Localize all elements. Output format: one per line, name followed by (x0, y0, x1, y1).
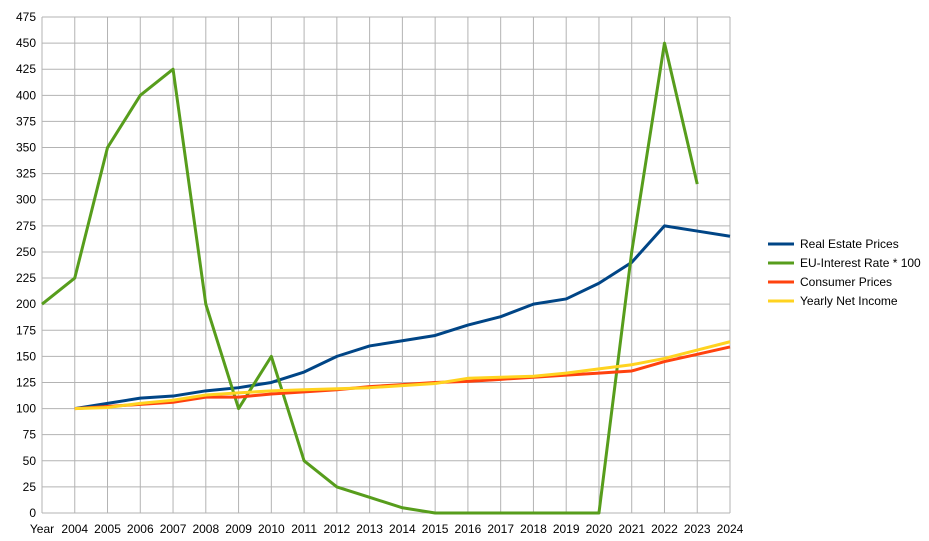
y-tick-label: 450 (16, 36, 36, 50)
x-tick-label: 2007 (160, 522, 187, 536)
x-tick-label: Year (30, 522, 54, 536)
x-tick-label: 2022 (651, 522, 678, 536)
x-tick-label: 2006 (127, 522, 154, 536)
x-tick-label: 2008 (192, 522, 219, 536)
x-tick-label: 2013 (356, 522, 383, 536)
series-line-yearly-net-income (74, 340, 731, 411)
y-tick-label: 325 (16, 167, 36, 181)
legend: Real Estate Prices EU-Interest Rate * 100… (768, 237, 921, 308)
y-tick-label: 400 (16, 88, 36, 102)
x-tick-label: 2005 (94, 522, 121, 536)
y-tick-label: 175 (16, 323, 36, 337)
y-tick-label: 275 (16, 219, 36, 233)
x-tick-label: 2004 (61, 522, 88, 536)
series-line-real-estate-prices (74, 224, 731, 411)
x-tick-label: 2019 (553, 522, 580, 536)
y-tick-label: 375 (16, 114, 36, 128)
x-tick-label: 2017 (487, 522, 514, 536)
y-tick-label: 300 (16, 193, 36, 207)
axes: 0 25 50 75 100 125 150 175 200 225 250 275 300 325 350… (16, 10, 744, 536)
series-lines (41, 41, 731, 515)
x-tick-label: 2014 (389, 522, 416, 536)
y-tick-label: 475 (16, 10, 36, 24)
y-tick-label: 25 (23, 480, 37, 494)
x-tick-label: 2012 (324, 522, 351, 536)
series-line-eu-interest-rate-100 (41, 41, 699, 515)
x-tick-label: 2010 (258, 522, 285, 536)
y-tick-label: 225 (16, 271, 36, 285)
x-tick-label: 2009 (225, 522, 252, 536)
y-tick-label: 75 (23, 428, 37, 442)
y-tick-label: 425 (16, 62, 36, 76)
x-tick-label: 2011 (291, 522, 317, 536)
legend-label-real-estate-prices: Real Estate Prices (800, 237, 899, 251)
y-tick-label: 100 (16, 402, 36, 416)
legend-label-eu-interest-rate-100: EU-Interest Rate * 100 (800, 256, 921, 270)
y-tick-label: 125 (16, 375, 36, 389)
legend-label-yearly-net-income: Yearly Net Income (800, 294, 898, 308)
y-tick-label: 250 (16, 245, 36, 259)
x-tick-label: 2021 (618, 522, 645, 536)
x-tick-label: 2015 (422, 522, 449, 536)
y-tick-label: 150 (16, 349, 36, 363)
y-tick-label: 0 (29, 506, 36, 520)
y-tick-label: 50 (23, 454, 37, 468)
x-tick-label: 2023 (684, 522, 711, 536)
x-tick-label: 2020 (586, 522, 613, 536)
y-tick-label: 350 (16, 141, 36, 155)
gridlines (41, 16, 731, 514)
x-tick-label: 2018 (520, 522, 547, 536)
x-tick-label: 2024 (717, 522, 744, 536)
y-tick-label: 200 (16, 297, 36, 311)
legend-label-consumer-prices: Consumer Prices (800, 275, 892, 289)
x-tick-label: 2016 (455, 522, 482, 536)
